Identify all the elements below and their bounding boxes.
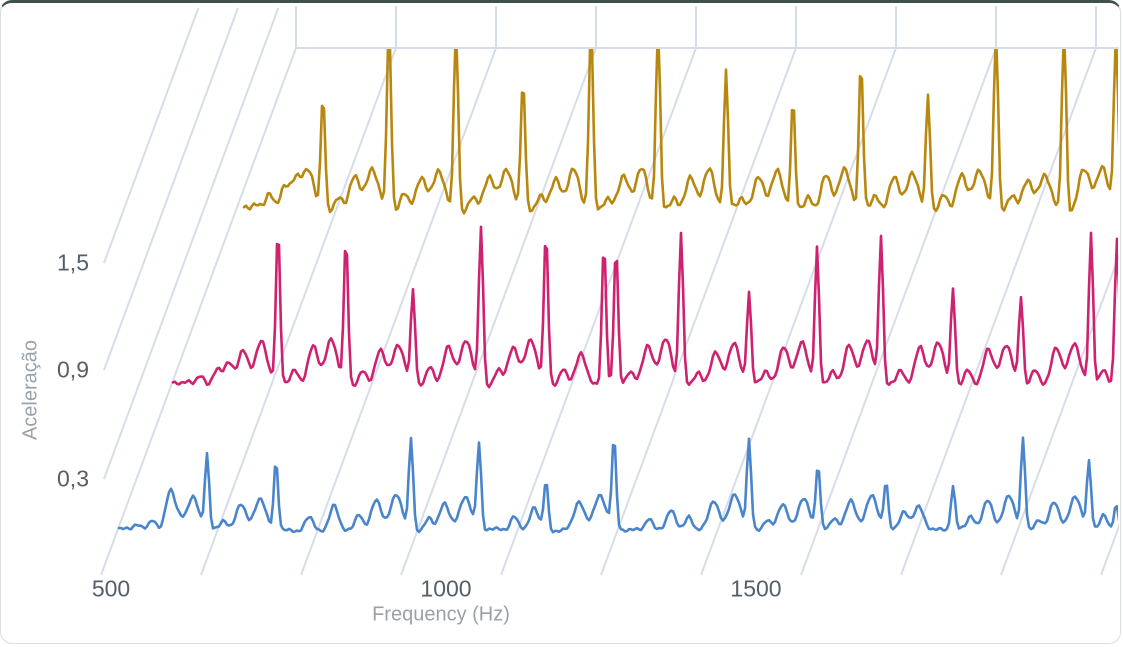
spectrum-middle (171, 225, 1118, 389)
x-tick-label: 1500 (730, 575, 782, 602)
x-tick-label: 500 (91, 575, 131, 602)
y-tick-label: 1,5 (57, 249, 89, 276)
spectrum-front (117, 436, 1118, 534)
spectrum-back (242, 49, 1118, 215)
y-axis-title: Aceleração (19, 339, 42, 441)
x-axis-title: Frequency (Hz) (372, 603, 510, 626)
waterfall-spectra-chart (100, 6, 1119, 576)
y-tick-label: 0,9 (57, 356, 89, 383)
y-tick-label: 0,3 (57, 465, 89, 492)
x-tick-label: 1000 (420, 575, 472, 602)
